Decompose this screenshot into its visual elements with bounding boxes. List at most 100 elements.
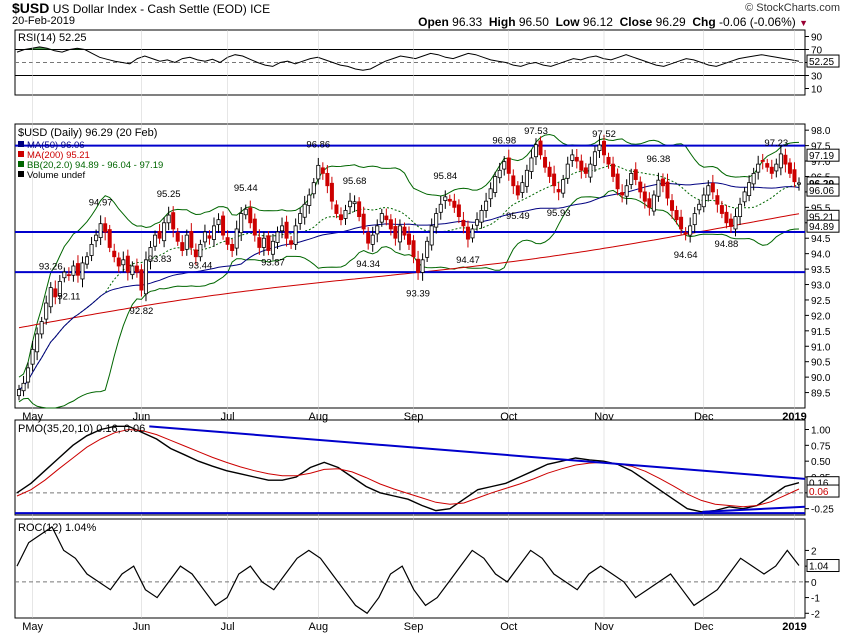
ohlc-readout: Open 96.33 High 96.50 Low 96.12 Close 96…	[418, 15, 808, 29]
price-tick-label: 90.0	[811, 373, 831, 384]
rsi-last-value-box	[806, 54, 840, 68]
price-tick-label: 89.5	[811, 389, 831, 400]
candle-body	[153, 234, 158, 247]
price-annotation: 96.86	[306, 139, 330, 150]
price-annotation: 97.23	[764, 138, 788, 149]
price-legend-entry: Volume undef	[27, 170, 85, 181]
candle-body	[552, 173, 557, 187]
candle-body	[416, 258, 421, 273]
candle-body	[130, 265, 135, 276]
candle-body	[533, 144, 538, 158]
candle-body	[175, 232, 180, 242]
price-annotation: 94.47	[456, 255, 480, 266]
candle-body	[166, 214, 171, 224]
candle-body	[606, 156, 611, 165]
candle-body	[89, 243, 94, 256]
candle-body	[797, 182, 802, 185]
candle-body	[270, 240, 275, 255]
candle-body	[529, 157, 534, 172]
candle-body	[62, 271, 67, 279]
candle-body	[379, 213, 384, 223]
candle-body	[660, 178, 665, 187]
price-legend-entry: MA(50) 96.06	[27, 140, 85, 151]
price-x-label: May	[22, 411, 43, 423]
candle-body	[710, 182, 715, 193]
candle-body	[570, 154, 575, 161]
candle-body	[370, 234, 375, 245]
price-tick-label: 92.5	[811, 296, 831, 307]
roc-x-label: 2019	[782, 621, 806, 633]
candle-body	[783, 154, 788, 165]
candle-body	[683, 232, 688, 235]
candle-body	[597, 144, 602, 151]
price-x-label: Dec	[694, 411, 714, 423]
candle-body	[85, 256, 90, 265]
roc-tick-label: -1	[811, 594, 820, 605]
price-annotation: 94.34	[356, 259, 380, 270]
candle-body	[411, 240, 416, 258]
candle-body	[316, 164, 321, 180]
candle-body	[230, 243, 235, 251]
candle-body	[189, 231, 194, 248]
candle-body	[44, 302, 49, 320]
rsi-tick-label: 10	[811, 85, 823, 96]
candle-body	[26, 367, 31, 383]
legend-swatch	[18, 141, 24, 147]
ma200-line	[18, 213, 800, 329]
candle-body	[665, 181, 670, 199]
candle-body	[670, 200, 675, 211]
price-tick-label: 95.5	[811, 203, 831, 214]
price-tick-label: 93.5	[811, 265, 831, 276]
candle-body	[143, 259, 148, 295]
candle-body	[39, 321, 44, 335]
candle-body	[479, 210, 484, 223]
candle-body	[311, 182, 316, 195]
candle-body	[524, 169, 529, 187]
candle-body	[125, 255, 130, 273]
price-legend-entry: MA(200) 95.21	[27, 150, 90, 161]
candle-body	[384, 215, 389, 221]
price-tick-label: 93.0	[811, 281, 831, 292]
candle-body	[66, 274, 71, 277]
candle-body	[638, 181, 643, 193]
price-tick-label: 91.5	[811, 327, 831, 338]
roc-last-value-box	[806, 559, 840, 573]
legend-swatch	[18, 161, 24, 167]
candle-body	[778, 153, 783, 169]
pmo-trendline	[149, 425, 806, 480]
candle-body	[75, 263, 80, 276]
bollinger-lower-line	[18, 189, 800, 409]
roc-tick-label: 0	[811, 578, 817, 589]
candle-body	[225, 237, 230, 245]
rsi-label: RSI(14) 52.25	[18, 32, 86, 44]
candle-body	[719, 205, 724, 214]
rsi-last-value: 52.25	[809, 57, 834, 68]
roc-x-label: Sep	[404, 621, 424, 633]
candle-body	[180, 242, 185, 251]
pmo-tick-label: 0.75	[811, 441, 831, 452]
candle-body	[792, 169, 797, 183]
candle-body	[420, 259, 425, 273]
price-annotation: 93.44	[189, 260, 213, 271]
candle-body	[48, 287, 53, 308]
roc-tick-label: -2	[811, 609, 820, 620]
candle-body	[547, 166, 552, 177]
down-arrow-icon: ▼	[799, 18, 808, 28]
price-annotation: 95.49	[506, 211, 530, 222]
candle-body	[71, 265, 76, 276]
candle-body	[280, 225, 285, 232]
candle-body	[642, 191, 647, 202]
price-annotation: 93.83	[148, 254, 172, 265]
candle-body	[157, 231, 162, 239]
candle-body	[406, 233, 411, 245]
candle-body	[651, 194, 656, 212]
candle-body	[184, 234, 189, 250]
candle-body	[289, 240, 294, 245]
candle-body	[561, 179, 566, 194]
watermark: © StockCharts.com	[745, 2, 840, 14]
candle-body	[338, 214, 343, 221]
candle-body	[162, 222, 167, 242]
price-last-value: 97.19	[809, 151, 834, 162]
rsi-tick-label: 30	[811, 72, 823, 83]
candle-body	[94, 234, 99, 242]
